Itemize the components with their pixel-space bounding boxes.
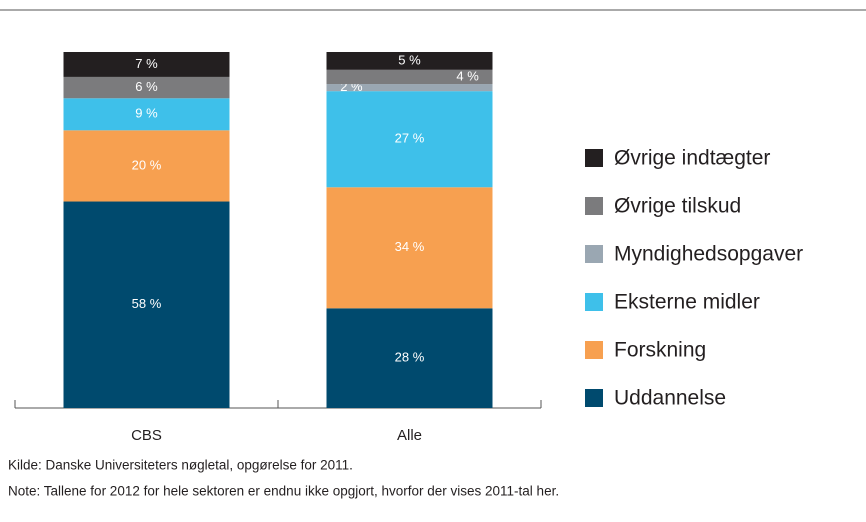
data-label: 9 % — [135, 106, 158, 121]
legend-swatch — [585, 197, 603, 215]
legend-label: Myndighedsopgaver — [614, 243, 803, 266]
data-label: 4 % — [456, 68, 479, 83]
legend-label: Uddannelse — [614, 387, 726, 410]
data-label: 28 % — [395, 350, 425, 365]
legend-swatch — [585, 341, 603, 359]
note: Note: Tallene for 2012 for hele sektoren… — [8, 484, 559, 499]
legend-label: Øvrige tilskud — [614, 195, 741, 218]
legend-swatch — [585, 389, 603, 407]
data-label: 58 % — [132, 296, 162, 311]
legend-label: Forskning — [614, 339, 706, 362]
legend-label: Øvrige indtægter — [614, 147, 770, 170]
bar-segment — [63, 98, 230, 131]
bar-segment — [326, 91, 493, 188]
bar-segment — [326, 308, 493, 408]
legend-swatch — [585, 293, 603, 311]
bar-segment — [63, 201, 230, 408]
data-label: 34 % — [395, 239, 425, 254]
bar-segment — [326, 187, 493, 309]
bar-segment — [63, 130, 230, 202]
x-tick-label: CBS — [131, 427, 162, 444]
data-label: 5 % — [398, 52, 421, 67]
legend-swatch — [585, 149, 603, 167]
data-label: 27 % — [395, 131, 425, 146]
legend-label: Eksterne midler — [614, 291, 760, 314]
bar-segment — [63, 52, 230, 77]
bar-segment — [326, 69, 493, 85]
data-label: 6 % — [135, 79, 158, 94]
bar-segment — [326, 52, 493, 70]
source: Kilde: Danske Universiteters nøgletal, o… — [8, 458, 353, 473]
data-label: 7 % — [135, 56, 158, 71]
legend-swatch — [585, 245, 603, 263]
data-label: 20 % — [132, 157, 162, 172]
bar-segment — [63, 76, 230, 99]
x-tick-label: Alle — [397, 427, 422, 444]
bar-segment — [326, 84, 493, 92]
